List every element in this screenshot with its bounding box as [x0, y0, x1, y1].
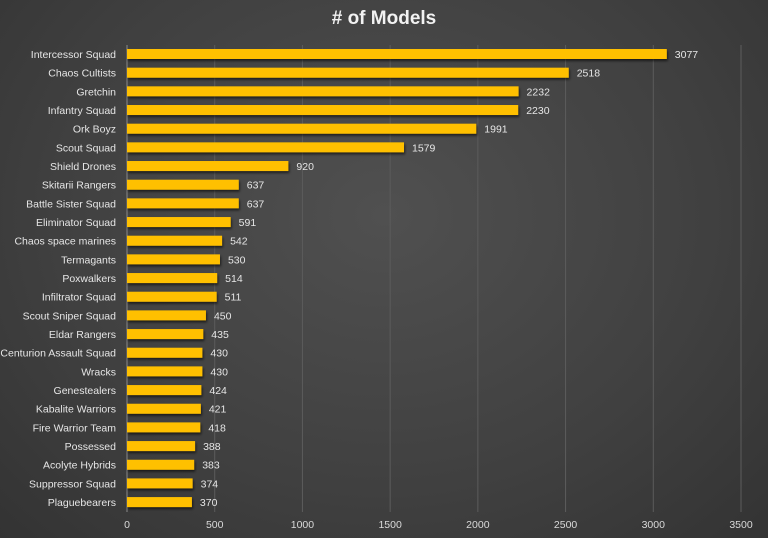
category-label: Centurion Assault Squad: [0, 348, 116, 360]
bar: [127, 235, 223, 246]
bar: [127, 478, 193, 489]
data-label: 637: [247, 180, 265, 192]
data-label: 430: [210, 348, 228, 360]
bar: [127, 67, 569, 78]
category-label: Shield Drones: [50, 161, 116, 173]
category-label: Scout Squad: [56, 142, 116, 154]
data-label: 435: [211, 329, 229, 341]
bar: [127, 366, 203, 377]
category-label: Chaos space marines: [14, 236, 116, 248]
category-label: Battle Sister Squad: [26, 198, 116, 210]
bar: [127, 86, 519, 97]
data-label: 591: [239, 217, 257, 229]
category-label: Infantry Squad: [48, 105, 116, 117]
data-label: 388: [203, 441, 221, 453]
bar: [127, 403, 201, 414]
data-label: 374: [201, 478, 219, 490]
data-label: 1991: [484, 124, 508, 136]
data-label: 450: [214, 310, 232, 322]
bar: [127, 49, 667, 59]
bar: [127, 329, 204, 340]
x-tick-label: 1500: [378, 519, 402, 531]
x-tick-label: 0: [124, 519, 130, 531]
x-tick-label: 2000: [466, 519, 490, 531]
bar: [127, 310, 206, 321]
category-label: Chaos Cultists: [48, 68, 116, 80]
bar: [127, 217, 231, 228]
data-label: 637: [247, 198, 265, 210]
bar: [127, 497, 192, 508]
data-label: 383: [202, 460, 220, 472]
x-tick-label: 3000: [642, 519, 666, 531]
category-label: Gretchin: [76, 86, 116, 98]
category-label: Suppressor Squad: [29, 478, 116, 490]
bar: [127, 347, 203, 358]
category-label: Poxwalkers: [62, 273, 116, 285]
x-tick-label: 3500: [729, 519, 753, 531]
category-label: Kabalite Warriors: [36, 404, 116, 416]
bar: [127, 254, 220, 265]
bar: [127, 161, 289, 172]
data-label: 920: [296, 161, 314, 173]
bar: [127, 273, 218, 284]
data-label: 418: [208, 422, 226, 434]
data-label: 2518: [577, 68, 601, 80]
bar: [127, 385, 202, 396]
data-label: 370: [200, 497, 218, 509]
bar: [127, 142, 405, 153]
x-tick-label: 2500: [554, 519, 578, 531]
data-label: 511: [225, 292, 242, 304]
category-label: Infiltrator Squad: [42, 292, 116, 304]
bar: [127, 198, 239, 209]
data-label: 424: [209, 385, 227, 397]
category-label: Eldar Rangers: [49, 329, 116, 341]
bar: [127, 105, 519, 116]
category-label: Skitarii Rangers: [42, 180, 116, 192]
category-label: Wracks: [81, 366, 116, 378]
category-label: Plaguebearers: [48, 497, 116, 509]
category-label: Possessed: [65, 441, 117, 453]
bar: [127, 441, 196, 452]
category-label: Fire Warrior Team: [33, 422, 117, 434]
data-label: 421: [209, 404, 227, 416]
data-label: 430: [210, 366, 228, 378]
x-tick-label: 1000: [291, 519, 315, 531]
x-tick-label: 500: [206, 519, 224, 531]
category-label: Intercessor Squad: [31, 49, 116, 61]
data-label: 530: [228, 254, 246, 266]
data-label: 3077: [675, 49, 699, 61]
category-label: Ork Boyz: [73, 124, 116, 136]
bar: [127, 422, 201, 433]
data-label: 542: [230, 236, 248, 248]
category-label: Genestealers: [54, 385, 116, 397]
bar: [127, 123, 477, 134]
chart-title: # of Models: [331, 8, 437, 29]
category-label: Acolyte Hybrids: [43, 460, 116, 472]
data-label: 2232: [527, 86, 551, 98]
category-label: Eliminator Squad: [36, 217, 116, 229]
bar: [127, 291, 217, 302]
data-label: 2230: [526, 105, 550, 117]
bar: [127, 179, 239, 190]
data-label: 1579: [412, 142, 436, 154]
category-label: Scout Sniper Squad: [23, 310, 117, 322]
data-label: 514: [225, 273, 243, 285]
category-label: Termagants: [61, 254, 116, 266]
bar: [127, 459, 195, 470]
